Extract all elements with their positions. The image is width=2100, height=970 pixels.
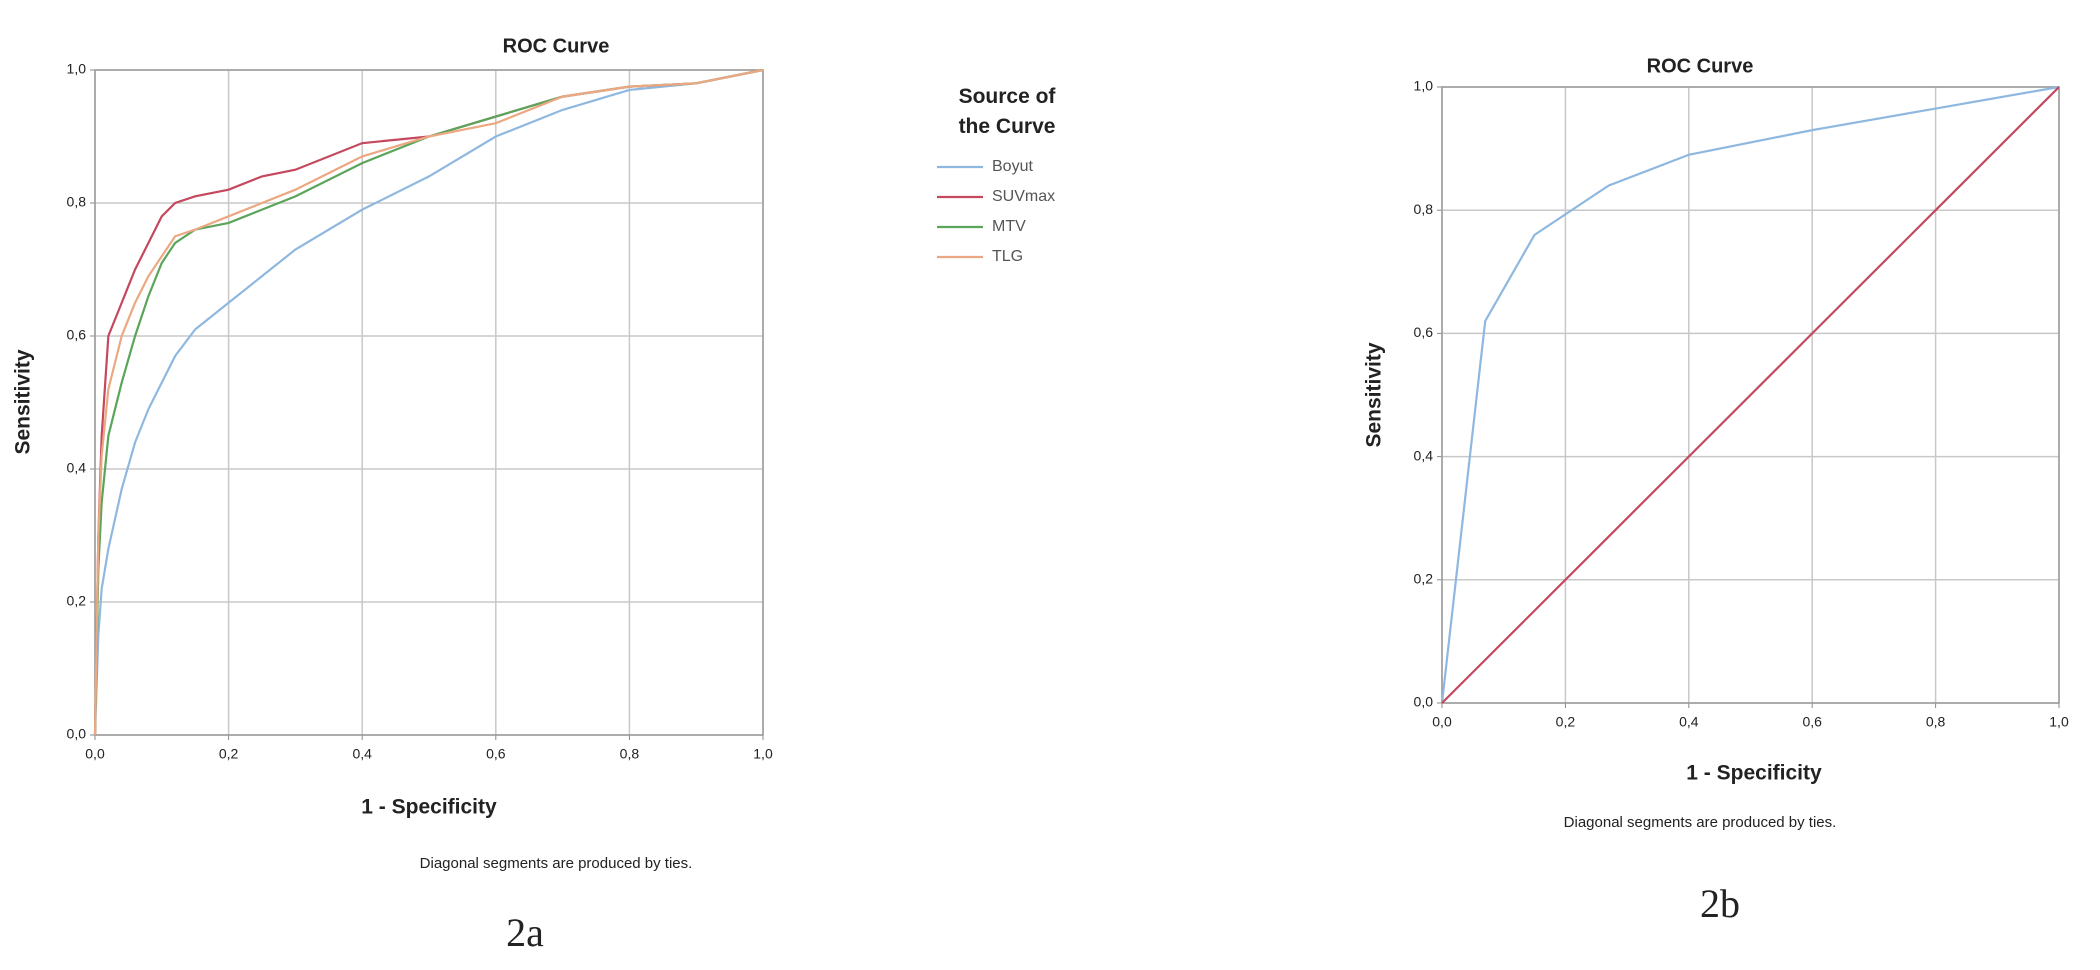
roc-line xyxy=(93,68,764,736)
roc-line xyxy=(93,68,764,736)
y-tick-label: 0,4 xyxy=(67,460,87,476)
roc-line xyxy=(1440,85,2060,704)
y-tick-label: 0,8 xyxy=(67,194,87,210)
x-axis-label: 1 - Specificity xyxy=(1686,762,1822,785)
x-axis-label: 1 - Specificity xyxy=(361,796,497,819)
legend-title: Source of the Curve xyxy=(959,85,1057,138)
x-tick-label: 0,4 xyxy=(1679,714,1699,730)
y-tick-label: 1,0 xyxy=(67,61,87,77)
x-tick-label: 0,0 xyxy=(85,746,105,762)
roc-line xyxy=(93,68,764,736)
y-tick-label: 0,0 xyxy=(67,726,87,742)
x-tick-label: 0,6 xyxy=(1802,714,1822,730)
y-tick-label: 0,8 xyxy=(1414,201,1434,217)
x-tick-label: 0,2 xyxy=(219,746,239,762)
x-tick-label: 0,4 xyxy=(352,746,372,762)
y-tick-label: 0,2 xyxy=(1414,571,1434,587)
y-axis-label: Sensitivity xyxy=(12,349,35,454)
x-tick-label: 1,0 xyxy=(753,746,773,762)
chart-title: ROC Curve xyxy=(1647,55,1754,77)
legend-label: TLG xyxy=(992,248,1023,265)
x-tick-label: 0,6 xyxy=(486,746,506,762)
y-tick-label: 0,4 xyxy=(1414,447,1434,463)
x-tick-label: 0,8 xyxy=(1926,714,1946,730)
footnote: Diagonal segments are produced by ties. xyxy=(420,855,693,872)
y-tick-label: 0,6 xyxy=(67,327,87,343)
plot-frame xyxy=(1441,86,2060,704)
legend-label: Boyut xyxy=(992,158,1033,175)
y-axis-label: Sensitivity xyxy=(1363,342,1386,447)
y-tick-label: 0,2 xyxy=(67,593,87,609)
legend-label: MTV xyxy=(992,218,1026,235)
y-tick-label: 0,6 xyxy=(1414,324,1434,340)
roc-line xyxy=(93,68,764,736)
legend-label: SUVmax xyxy=(992,188,1055,205)
x-tick-label: 0,8 xyxy=(620,746,640,762)
x-tick-label: 1,0 xyxy=(2049,714,2069,730)
roc-line xyxy=(1441,86,2060,704)
x-tick-label: 0,2 xyxy=(1556,714,1576,730)
y-tick-label: 1,0 xyxy=(1414,78,1434,94)
plot-frame xyxy=(94,69,764,736)
chart-title: ROC Curve xyxy=(503,35,610,57)
y-tick-label: 0,0 xyxy=(1414,694,1434,710)
caption: 2a xyxy=(506,910,544,955)
x-tick-label: 0,0 xyxy=(1432,714,1452,730)
footnote: Diagonal segments are produced by ties. xyxy=(1564,814,1837,831)
caption: 2b xyxy=(1700,881,1740,926)
